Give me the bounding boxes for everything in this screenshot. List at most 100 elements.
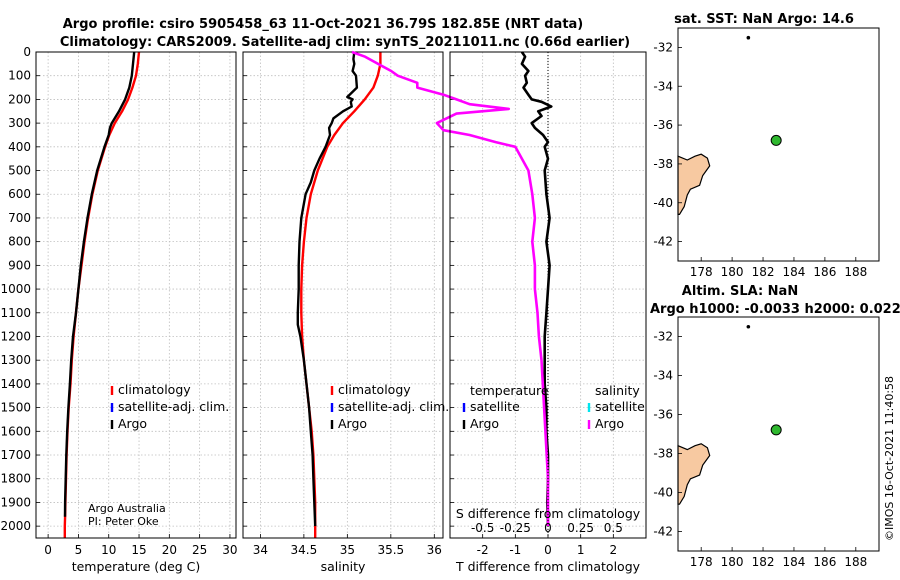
- depth-tick-label: 700: [8, 211, 31, 225]
- depth-tick-label: 1700: [0, 448, 31, 462]
- top-x-tick-label: -0.5: [471, 521, 494, 535]
- previous-position-marker: [746, 35, 751, 40]
- top-x-tick-label: 0.25: [567, 521, 594, 535]
- x-tick-label: -1: [509, 543, 521, 557]
- legend-label: Argo: [118, 416, 147, 431]
- land-new-zealand: [677, 443, 711, 505]
- top-x-tick-label: -0.25: [500, 521, 531, 535]
- map-y-tick-label: -42: [653, 235, 673, 249]
- top-x-tick-label: 0: [544, 521, 552, 535]
- legend-label: satellite: [470, 399, 520, 414]
- x-tick-label: 5: [75, 543, 83, 557]
- map-x-tick-label: 188: [844, 265, 867, 279]
- x-axis-label: temperature (deg C): [72, 559, 201, 574]
- previous-position-marker: [746, 324, 751, 329]
- map-x-tick-label: 188: [844, 555, 867, 569]
- map-frame: [677, 27, 880, 262]
- legend-diff-temp-header: temperature: [470, 383, 549, 398]
- map-y-tick-label: -40: [653, 196, 673, 210]
- x-tick-label: 2: [610, 543, 618, 557]
- depth-tick-label: 1100: [0, 306, 31, 320]
- depth-tick-label: 500: [8, 164, 31, 178]
- map-x-tick-label: 186: [813, 555, 836, 569]
- axes-frame: [242, 51, 444, 539]
- depth-tick-label: 900: [8, 258, 31, 272]
- map-x-tick-label: 180: [721, 555, 744, 569]
- panel-difference: -2 -1 0 1 2 T difference from climatology -0.5…: [351, 50, 647, 574]
- legend-diff-temp: satellite Argo: [462, 399, 520, 431]
- map-y-tick-label: -32: [653, 40, 673, 54]
- x-tick-label: 25: [192, 543, 207, 557]
- map-y-tick-label: -36: [653, 408, 673, 422]
- land-new-zealand: [677, 153, 711, 215]
- title-line2: Climatology: CARS2009. Satellite-adj cli…: [60, 35, 630, 50]
- series-argo: [63, 51, 136, 517]
- depth-tick-label: 1900: [0, 495, 31, 509]
- map-top: 178 180 182 184 186 188 -32 -34 -36 -38 -40 -42: [653, 27, 880, 279]
- x-tick-label: -2: [477, 543, 489, 557]
- map-x-tick-label: 178: [690, 265, 713, 279]
- series-argo: [296, 51, 359, 527]
- panel-salinity: 34 34.5 35 35.5 36 salinity: [242, 51, 444, 574]
- depth-tick-label: 1400: [0, 377, 31, 391]
- depth-tick-label: 2000: [0, 519, 31, 533]
- depth-tick-label: 600: [8, 187, 31, 201]
- plot-area: [243, 52, 443, 538]
- legend-label: satellite-adj. clim.: [338, 399, 449, 414]
- map-bottom-title-2: Argo h1000: -0.0033 h2000: 0.022: [650, 302, 900, 317]
- legend-label: Argo: [470, 416, 499, 431]
- legend-diff-sal: satellite Argo: [587, 399, 645, 431]
- legend-diff-sal-header: salinity: [595, 383, 640, 398]
- map-y-tick-label: -38: [653, 157, 673, 171]
- x-tick-label: 10: [101, 543, 116, 557]
- depth-tick-label: 1500: [0, 401, 31, 415]
- x-tick-label: 1: [577, 543, 585, 557]
- map-x-tick-label: 178: [690, 555, 713, 569]
- timestamp: ©IMOS 16-Oct-2021 11:40:58: [883, 376, 896, 541]
- map-x-tick-label: 184: [783, 555, 806, 569]
- legend-label: climatology: [338, 382, 411, 397]
- x-axis-label: salinity: [321, 559, 366, 574]
- series-argo-salinity-difference: [351, 50, 550, 527]
- depth-tick-label: 1800: [0, 472, 31, 486]
- map-x-tick-label: 180: [721, 265, 744, 279]
- legend-label: climatology: [118, 382, 191, 397]
- float-position-marker: [770, 134, 782, 146]
- legend-label: Argo: [338, 416, 367, 431]
- depth-tick-label: 1600: [0, 424, 31, 438]
- depth-tick-label: 400: [8, 140, 31, 154]
- depth-tick-label: 0: [23, 45, 31, 59]
- map-y-tick-label: -38: [653, 447, 673, 461]
- title-line1: Argo profile: csiro 5905458_63 11-Oct-20…: [63, 17, 584, 32]
- map-x-tick-label: 182: [752, 265, 775, 279]
- map-bottom-title-1: Altim. SLA: NaN: [682, 284, 798, 299]
- axes-frame: [35, 51, 237, 539]
- plot-area: [36, 52, 236, 538]
- legend-label: satellite: [595, 399, 645, 414]
- depth-tick-label: 200: [8, 92, 31, 106]
- x-tick-label: 34: [253, 543, 268, 557]
- map-y-tick-label: -34: [653, 79, 673, 93]
- map-frame: [677, 316, 880, 552]
- depth-tick-label: 100: [8, 69, 31, 83]
- depth-tick-label: 1300: [0, 353, 31, 367]
- depth-tick-label: 300: [8, 116, 31, 130]
- x-tick-label: 30: [222, 543, 237, 557]
- x-tick-label: 35: [340, 543, 355, 557]
- map-x-tick-label: 186: [813, 265, 836, 279]
- depth-tick-label: 1200: [0, 329, 31, 343]
- panels: 0100200300400500600700800900100011001200…: [0, 27, 880, 574]
- depth-tick-label: 1000: [0, 282, 31, 296]
- map-y-tick-label: -42: [653, 525, 673, 539]
- x-tick-label: 35.5: [377, 543, 404, 557]
- depth-tick-label: 800: [8, 235, 31, 249]
- panel-temperature: 0 5 10 15 20 25 30 temperature (deg C): [35, 51, 238, 574]
- x-tick-label: 15: [131, 543, 146, 557]
- map-top-title: sat. SST: NaN Argo: 14.6: [674, 12, 854, 27]
- map-y-tick-label: -40: [653, 486, 673, 500]
- map-y-tick-label: -34: [653, 369, 673, 383]
- x-tick-label: 36: [427, 543, 442, 557]
- legend-label: Argo: [595, 416, 624, 431]
- map-x-tick-label: 182: [752, 555, 775, 569]
